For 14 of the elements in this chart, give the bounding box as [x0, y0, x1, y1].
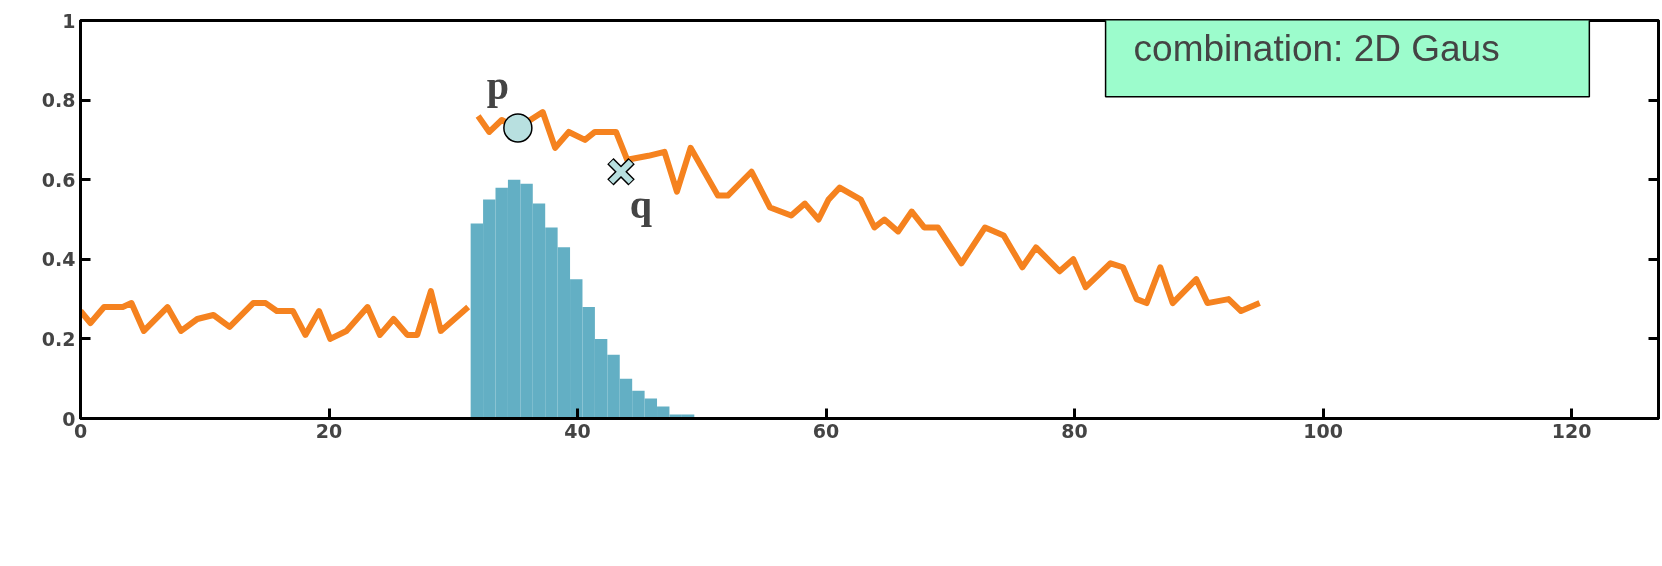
x-tick-label: 100: [1303, 419, 1343, 442]
y-tick-label: 0.6: [41, 168, 76, 191]
y-tick-label: 0.2: [41, 327, 76, 350]
x-tick-label: 40: [564, 419, 591, 442]
y-tick-label: 1: [62, 9, 76, 32]
x-tick-label: 80: [1061, 419, 1088, 442]
x-tick-label: 120: [1551, 419, 1592, 442]
y-tick-label: 0.8: [41, 89, 76, 112]
annotation: combination: 2D Gaus: [1133, 27, 1500, 69]
series-label: q: [629, 181, 653, 227]
y-tick-label: 0.4: [41, 248, 76, 271]
series-label: p: [486, 62, 509, 108]
x-tick-label: 60: [812, 419, 840, 442]
x-tick-label: 20: [315, 419, 343, 442]
